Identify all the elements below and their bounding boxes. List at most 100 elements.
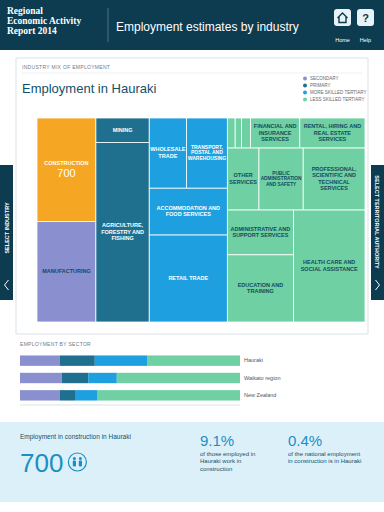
treemap-cell[interactable] xyxy=(227,255,293,322)
chevron-right[interactable] xyxy=(376,280,380,290)
treemap-label-line: OTHER xyxy=(234,172,253,178)
treemap-label-line: FISHING xyxy=(111,235,133,241)
home-icon[interactable] xyxy=(338,13,348,23)
treemap-label-line: SERVICES xyxy=(320,185,348,191)
treemap-cell[interactable] xyxy=(96,142,149,322)
legend-label: LESS SKILLED TERTIARY xyxy=(310,97,365,102)
treemap-label-line: FOOD SERVICES xyxy=(166,211,211,217)
treemap-label-line: SERVICES xyxy=(319,136,347,142)
stat-text-line: of the national employment xyxy=(288,451,360,457)
bar-segment xyxy=(60,355,95,365)
bar-segment xyxy=(60,390,75,400)
treemap-label: RENTAL, HIRING ANDREAL ESTATESERVICES xyxy=(304,123,361,142)
bar-segment xyxy=(97,390,240,400)
treemap-cell[interactable] xyxy=(300,118,365,148)
side-tab-right[interactable] xyxy=(371,165,384,300)
bar-segment xyxy=(75,390,97,400)
page-title: Employment estimates by industry xyxy=(116,20,299,34)
treemap-cell[interactable] xyxy=(149,118,186,188)
treemap-cell[interactable] xyxy=(235,118,241,148)
chart-title: EMPLOYMENT BY SECTOR xyxy=(20,341,91,347)
treemap-cell[interactable] xyxy=(37,221,96,322)
treemap-cell[interactable] xyxy=(149,188,227,235)
treemap-cell[interactable] xyxy=(186,118,227,188)
treemap-labels: CONSTRUCTION700MANUFACTURINGMININGAGRICU… xyxy=(42,123,361,294)
panel-subtitle: INDUSTRY MIX OF EMPLOYMENT xyxy=(22,64,110,70)
treemap-label: AGRICULTURE,FORESTRY ANDFISHING xyxy=(101,222,144,241)
treemap-cell[interactable] xyxy=(96,118,149,142)
side-tab-label[interactable]: SELECT TERRITORIAL AUTHORITY xyxy=(374,175,380,269)
chevron-left[interactable] xyxy=(5,280,9,290)
button-icon[interactable]: ? xyxy=(362,12,369,24)
report-title: Report 2014 xyxy=(7,26,57,36)
header-button[interactable]: ? Help xyxy=(357,9,374,43)
treemap-label-line: TRADE xyxy=(158,153,177,159)
treemap-label: MINING xyxy=(113,127,133,133)
treemap-label: ADMINISTRATIVE ANDSUPPORT SERVICES xyxy=(231,226,291,238)
legend-label: MORE SKILLED TERTIARY xyxy=(310,90,367,95)
panel xyxy=(16,58,368,334)
treemap-label-line: SERVICES xyxy=(261,136,289,142)
icon-head xyxy=(73,457,76,460)
canvas-svg: RegionalEconomic ActivityReport 2014Empl… xyxy=(0,0,384,512)
treemap-cell[interactable] xyxy=(37,118,96,221)
treemap-label-line: WHOLESALE xyxy=(150,146,185,152)
bar-segment xyxy=(95,355,148,365)
tick-label: Waikato region xyxy=(244,375,280,381)
y-axis: HaurakiWaikato regionNew Zealand xyxy=(244,357,280,398)
stat-text-line: Hauraki work in xyxy=(200,458,241,464)
treemap-label-line: HEALTH CARE AND xyxy=(303,259,355,265)
treemap-label-line: SOCIAL ASSISTANCE xyxy=(301,266,358,272)
treemap-label: RETAIL TRADE xyxy=(168,275,208,281)
treemap-cell[interactable] xyxy=(242,118,251,148)
treemap-cell[interactable] xyxy=(227,148,259,210)
bar-segment xyxy=(88,373,117,383)
treemap-label-line: EDUCATION AND xyxy=(238,282,284,288)
report-title: Economic Activity xyxy=(7,16,81,26)
treemap-cell[interactable] xyxy=(251,118,300,148)
people-icon xyxy=(68,453,86,471)
tick: Hauraki xyxy=(244,357,263,363)
treemap-label: PUBLICADMINISTRATIONAND SAFETY xyxy=(261,171,302,187)
bar-segment xyxy=(117,373,240,383)
legend-dot xyxy=(303,84,307,88)
treemap-label-line: RETAIL TRADE xyxy=(168,275,208,281)
treemap-label-line: TRAINING xyxy=(247,288,274,294)
treemap-cell[interactable] xyxy=(259,148,303,210)
tick-label: Hauraki xyxy=(244,357,263,363)
summary-title: Employment in construction in Hauraki xyxy=(20,433,131,441)
treemap-label-line: MINING xyxy=(113,127,133,133)
treemap-label-line: TECHNICAL xyxy=(318,179,350,185)
tick: Waikato region xyxy=(244,375,280,381)
treemap-label-line: SUPPORT SERVICES xyxy=(232,232,288,238)
button-label[interactable]: Help xyxy=(360,37,371,43)
treemap-label-line: ACCOMMODATION AND xyxy=(157,205,221,211)
treemap-cell[interactable] xyxy=(303,148,365,210)
treemap-label-line: CONSTRUCTION xyxy=(44,160,88,166)
treemap-value: 700 xyxy=(57,167,75,179)
stat-text-line: in construction is in Hauraki xyxy=(288,458,361,464)
treemap-cell[interactable] xyxy=(227,210,293,255)
treemap-label: EDUCATION ANDTRAINING xyxy=(238,282,284,294)
treemap-cell[interactable] xyxy=(227,118,235,148)
button-face[interactable] xyxy=(334,9,351,26)
treemap-label: CONSTRUCTION xyxy=(44,160,88,166)
bar-segment xyxy=(62,373,88,383)
treemap-cell[interactable] xyxy=(293,210,365,322)
stat-text-line: of those employed in xyxy=(200,451,255,457)
header-button[interactable]: Home xyxy=(334,9,351,43)
treemap-label-line: AGRICULTURE, xyxy=(102,222,144,228)
treemap-label-line: REAL ESTATE xyxy=(314,130,352,136)
treemap-label: FINANCIAL ANDINSURANCESERVICES xyxy=(254,123,297,142)
treemap-label: TRANSPORT,POSTAL ANDWAREHOUSING xyxy=(188,144,226,162)
button-label[interactable]: Home xyxy=(335,37,350,43)
button-face[interactable] xyxy=(357,9,374,26)
treemap-label-line: FINANCIAL AND xyxy=(254,123,297,129)
stat-value: 0.4% xyxy=(288,432,322,449)
side-tab-left[interactable] xyxy=(0,165,13,300)
legend-label: SECONDARY xyxy=(310,76,338,81)
chart-title: Employment in Hauraki xyxy=(22,81,156,96)
bar-segment xyxy=(20,373,62,383)
treemap-cell[interactable] xyxy=(149,235,227,322)
side-tab-label[interactable]: SELECT INDUSTRY xyxy=(4,202,10,253)
